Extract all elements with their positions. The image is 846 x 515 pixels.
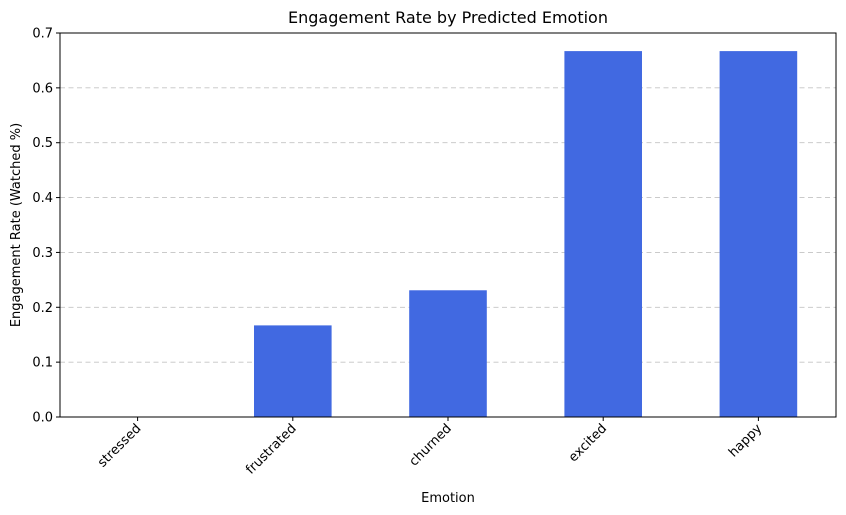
y-tick-label: 0.7 bbox=[32, 27, 53, 42]
x-tick-label-stressed: stressed bbox=[95, 421, 144, 470]
y-tick-label: 0.2 bbox=[32, 301, 53, 316]
x-axis-ticks: stressed frustrated churned excited happy bbox=[95, 417, 765, 478]
x-tick-label-happy: happy bbox=[726, 421, 765, 460]
chart-title: Engagement Rate by Predicted Emotion bbox=[288, 8, 608, 27]
x-tick-label-churned: churned bbox=[407, 421, 455, 469]
y-tick-label: 0.0 bbox=[32, 411, 53, 426]
x-tick-label-excited: excited bbox=[566, 421, 610, 465]
y-tick-label: 0.1 bbox=[32, 356, 53, 371]
x-axis-label: Emotion bbox=[421, 491, 475, 506]
y-tick-label: 0.6 bbox=[32, 81, 53, 96]
y-tick-label: 0.4 bbox=[32, 191, 53, 206]
grid-lines bbox=[60, 87, 836, 363]
x-tick-label-frustrated: frustrated bbox=[243, 421, 299, 477]
bar-excited bbox=[564, 51, 642, 418]
y-axis-label: Engagement Rate (Watched %) bbox=[9, 123, 24, 327]
y-tick-label: 0.5 bbox=[32, 136, 53, 151]
y-tick-label: 0.3 bbox=[32, 246, 53, 261]
bars bbox=[254, 51, 798, 418]
y-axis-ticks: 0.0 0.1 0.2 0.3 0.4 0.5 0.6 0.7 bbox=[32, 27, 60, 426]
bar-churned bbox=[409, 290, 487, 417]
bar-happy bbox=[719, 51, 798, 418]
bar-frustrated bbox=[254, 325, 332, 417]
